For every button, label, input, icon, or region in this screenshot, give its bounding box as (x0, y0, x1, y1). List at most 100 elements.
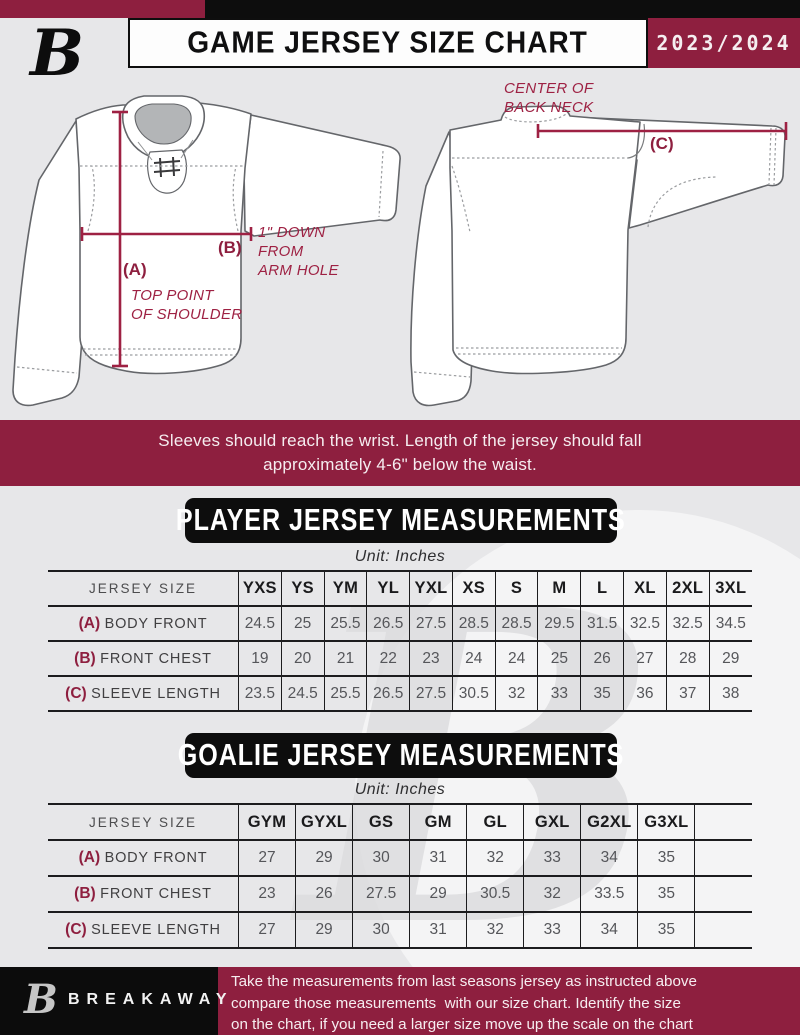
table-cell: 26 (295, 875, 354, 913)
table-cell: 27 (237, 911, 297, 949)
table-cell (694, 875, 752, 913)
row-key: (C) (65, 684, 87, 702)
table-cell: 34 (580, 839, 639, 877)
table-cell: 27.5 (409, 675, 453, 712)
row-label: (C) SLEEVE LENGTH (48, 911, 239, 949)
label-b: (B) (218, 238, 242, 257)
collar-laces (153, 156, 181, 178)
row-key: (B) (74, 885, 96, 902)
table-cell: 27 (237, 839, 297, 877)
table-cell: 32.5 (623, 605, 667, 642)
label-c: (C) (650, 134, 674, 153)
row-label-text: FRONT CHEST (100, 650, 212, 667)
table-cell: 24.5 (280, 675, 325, 712)
table-cell: 28.5 (494, 605, 539, 642)
table-cell: 33 (537, 675, 582, 712)
table-cell: 30.5 (466, 875, 525, 913)
row-label-text: BODY FRONT (104, 615, 208, 632)
note-top-point-of-shoulder: TOP POINT OF SHOULDER (131, 287, 243, 323)
table-cell: 26.5 (366, 605, 411, 642)
player-unit-label: Unit: Inches (354, 548, 446, 565)
table-cell: 22 (366, 640, 411, 677)
label-a: (A) (123, 260, 147, 279)
table-row: (B) FRONT CHEST 23 26 27.5 29 30.5 32 33.5 35 (48, 875, 752, 913)
table-cell: 27.5 (409, 605, 453, 642)
table-cell: 32 (466, 911, 525, 949)
top-strip-black (205, 0, 800, 18)
table-row: (C) SLEEVE LENGTH 27 29 30 31 32 33 34 35 (48, 911, 752, 949)
table-cell: 21 (323, 640, 368, 677)
table-cell (694, 839, 752, 877)
size-column-header: M (537, 570, 582, 607)
size-label-header: JERSEY SIZE (48, 570, 239, 607)
table-cell: 30 (352, 911, 411, 949)
table-cell: 32 (523, 875, 582, 913)
goalie-measurements-table: JERSEY SIZE GYM GYXL GS GM GL GXL G2XL G3XL (A) B… (48, 803, 752, 949)
table-row: (C) SLEEVE LENGTH 23.5 24.5 25.5 26.5 27.5 30.… (48, 675, 752, 712)
goalie-measurements-heading: GOALIE JERSEY MEASUREMENTS (178, 733, 623, 778)
table-cell: 30.5 (451, 675, 496, 712)
row-label-text: FRONT CHEST (100, 886, 212, 902)
front-collar-inner (134, 103, 192, 145)
table-cell: 23 (409, 640, 453, 677)
table-cell: 34.5 (708, 605, 752, 642)
size-column-header: YXL (409, 570, 453, 607)
table-cell: 31.5 (580, 605, 625, 642)
table-cell: 20 (280, 640, 325, 677)
row-key: (A) (78, 614, 101, 632)
table-cell: 31 (409, 911, 468, 949)
notice-line-2: approximately 4-6" below the waist. (263, 455, 537, 474)
table-cell: 25.5 (323, 675, 368, 712)
size-column-header: 3XL (708, 570, 752, 607)
size-column-header: S (494, 570, 539, 607)
table-cell: 29 (409, 875, 468, 913)
row-label: (C) SLEEVE LENGTH (48, 675, 239, 712)
table-cell: 27.5 (352, 875, 411, 913)
table-cell: 29 (708, 640, 752, 677)
row-label: (B) FRONT CHEST (48, 875, 239, 913)
footer-b-logo-icon: B (24, 976, 58, 1023)
jersey-diagrams (12, 95, 788, 407)
table-row: (A) BODY FRONT 24.5 25 25.5 26.5 27.5 28.5 28.5… (48, 605, 752, 642)
table-cell: 35 (637, 875, 696, 913)
size-column-header: G3XL (637, 803, 696, 841)
table-cell: 35 (637, 839, 696, 877)
table-cell: 35 (580, 675, 625, 712)
table-cell: 29 (295, 839, 354, 877)
table-cell: 23.5 (238, 675, 282, 712)
table-cell: 24 (451, 640, 496, 677)
row-label-text: SLEEVE LENGTH (91, 685, 221, 702)
size-label-header: JERSEY SIZE (48, 803, 239, 841)
row-label: (A) BODY FRONT (48, 839, 239, 877)
season-box: 2023/2024 (648, 18, 800, 68)
size-column-header: GM (409, 803, 468, 841)
size-column-header: G2XL (580, 803, 639, 841)
size-column-header: YXS (238, 570, 282, 607)
table-cell: 36 (623, 675, 667, 712)
size-column-header: GXL (523, 803, 582, 841)
table-cell: 38 (708, 675, 752, 712)
table-cell: 19 (238, 640, 282, 677)
size-column-header: XS (451, 570, 496, 607)
table-cell: 25.5 (323, 605, 368, 642)
table-cell: 33 (523, 839, 582, 877)
footer-brand-name: BREAKAWAY (68, 991, 234, 1008)
table-cell (694, 911, 752, 949)
table-cell: 28 (665, 640, 710, 677)
page-title: GAME JERSEY SIZE CHART (187, 25, 589, 60)
size-column-header (694, 803, 752, 841)
table-cell: 34 (580, 911, 639, 949)
note-center-of-back-neck: CENTER OF BACK NECK (504, 80, 594, 116)
goalie-unit-label: Unit: Inches (354, 781, 446, 798)
table-cell: 28.5 (451, 605, 496, 642)
row-key: (B) (74, 649, 96, 667)
row-key: (C) (65, 921, 87, 938)
front-right-sleeve (243, 114, 401, 237)
table-row: (B) FRONT CHEST 19 20 21 22 23 24 24 25 26 27 28 29 (48, 640, 752, 677)
season-label: 2023/2024 (656, 31, 792, 55)
table-cell: 32.5 (665, 605, 710, 642)
table-cell: 29 (295, 911, 354, 949)
table-cell: 25 (537, 640, 582, 677)
table-cell: 33 (523, 911, 582, 949)
